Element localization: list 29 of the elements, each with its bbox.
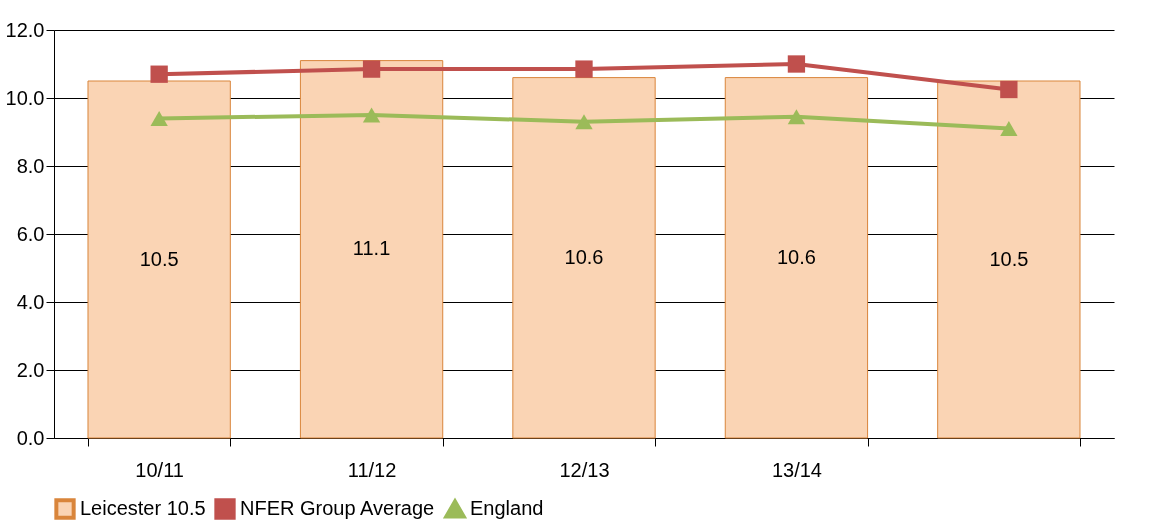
data-label: 10.6: [564, 245, 604, 268]
point: [787, 55, 806, 73]
point: [575, 60, 593, 78]
point: [362, 60, 381, 78]
x-tick-label: 10/11: [135, 458, 184, 481]
y-tick-label: 6.0: [16, 222, 45, 245]
y-tick-label: 12.0: [5, 18, 45, 41]
data-label: 11.1: [352, 237, 391, 260]
legend-label: England: [470, 497, 544, 519]
point: [1000, 80, 1018, 99]
legend-label: Leicester 10.5: [80, 497, 206, 519]
y-tick-label: 8.0: [16, 154, 45, 177]
point: [575, 114, 593, 130]
data-label: 10.5: [139, 247, 179, 270]
y-tick-label: 2.0: [16, 358, 45, 381]
point: [362, 107, 381, 123]
y-tick-label: 0.0: [16, 426, 45, 449]
data-label: 10.5: [989, 247, 1029, 270]
x-tick-label: 12/13: [559, 458, 610, 481]
point: [150, 110, 168, 126]
point: [1000, 121, 1018, 137]
point: [787, 109, 806, 125]
x-tick-label: 13/14: [771, 458, 822, 481]
y-tick-label: 4.0: [16, 290, 45, 313]
y-tick-label: 10.0: [5, 86, 45, 109]
point: [150, 65, 168, 83]
data-label: 10.6: [776, 245, 816, 268]
x-tick-label: 11/12: [347, 458, 397, 481]
legend-label: NFER Group Average: [240, 497, 435, 519]
